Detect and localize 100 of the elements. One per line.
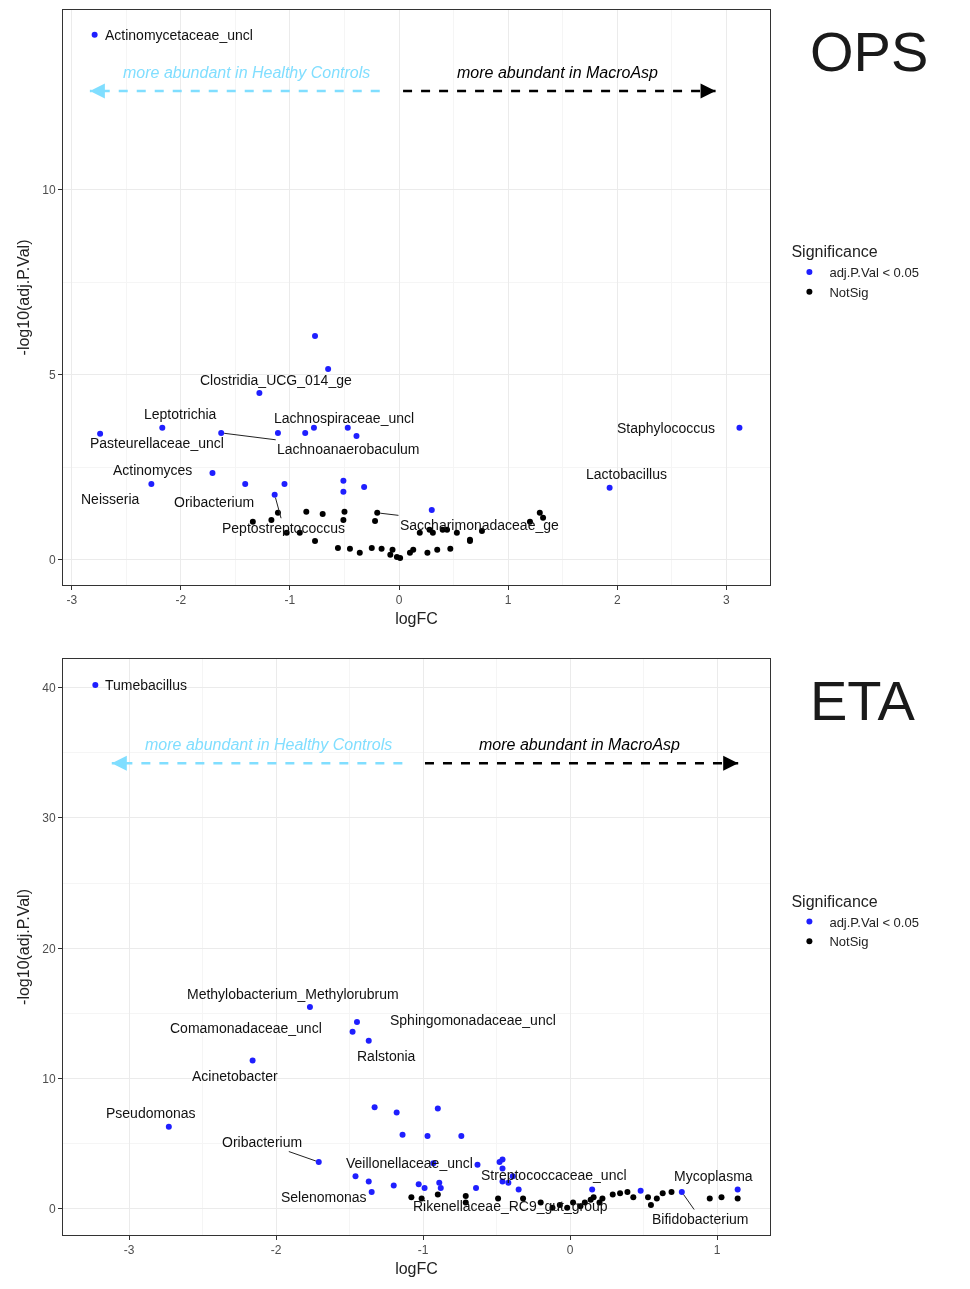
point: [424, 549, 431, 556]
annotation: Streptococcaceae_uncl: [481, 1167, 627, 1183]
point: [624, 1189, 631, 1195]
point: [736, 424, 743, 431]
point: [421, 1185, 428, 1192]
point: [474, 1161, 481, 1168]
annotation: Tumebacillus: [105, 677, 187, 693]
x-axis-title: logFC: [395, 610, 438, 628]
point: [415, 1181, 422, 1188]
text: OPS: [810, 20, 929, 83]
annotation: Comamonadaceae_uncl: [170, 1020, 322, 1036]
annotation: Sphingomonadaceae_uncl: [390, 1012, 556, 1028]
point: [340, 488, 347, 495]
annotation: Oribacterium: [222, 1134, 303, 1150]
point: [346, 545, 353, 552]
y-tick-label: 5: [48, 368, 56, 383]
point: [437, 1185, 444, 1192]
y-tick-label: 0: [48, 553, 56, 568]
annotation: more abundant in Healthy Controls: [123, 64, 371, 81]
point: [365, 1037, 372, 1044]
y-axis-title: -log10(adj.P.Val): [15, 889, 33, 1005]
point: [399, 1131, 406, 1138]
x-tick-label: -2: [175, 593, 187, 608]
point: [165, 1123, 172, 1130]
point: [374, 509, 381, 516]
point: [378, 545, 385, 552]
point: [678, 1189, 685, 1195]
point: [424, 1132, 431, 1139]
point: [617, 1190, 624, 1197]
annotation: more abundant in MacroAsp: [457, 64, 659, 81]
point: [606, 484, 613, 491]
point: [390, 1182, 397, 1189]
y-tick-label: 20: [42, 941, 56, 956]
annotation: more abundant in Healthy Controls: [145, 736, 393, 753]
point: [340, 516, 347, 523]
point: [434, 1191, 441, 1198]
point: [387, 551, 394, 558]
annotation: Saccharimonadaceae_ge: [400, 517, 559, 533]
y-tick-label: 10: [42, 183, 56, 198]
point: [268, 516, 275, 523]
point: [609, 1191, 616, 1198]
point: [637, 1187, 644, 1194]
x-tick-label: 1: [504, 593, 512, 608]
x-tick-label: 1: [713, 1243, 721, 1258]
point: [434, 1105, 441, 1112]
point: [274, 429, 281, 436]
y-tick-label: 10: [42, 1071, 56, 1086]
annotation: Ralstonia: [357, 1048, 416, 1064]
point: [91, 31, 98, 38]
annotation: Actinomycetaceae_uncl: [105, 27, 253, 43]
point: [334, 545, 341, 551]
x-tick-label: 2: [613, 593, 621, 608]
legend-label: adj.P.Val < 0.05: [829, 914, 919, 930]
point: [218, 429, 225, 436]
point: [271, 491, 278, 498]
y-tick-label: 0: [48, 1202, 56, 1217]
point: [473, 1185, 480, 1192]
annotation: Leptotrichia: [144, 406, 217, 422]
point: [371, 1104, 378, 1111]
point: [393, 553, 400, 560]
point: [302, 429, 309, 436]
point: [361, 483, 368, 490]
point: [368, 1189, 375, 1195]
point: [706, 1195, 713, 1202]
point: [368, 545, 375, 551]
annotation: Clostridia_UCG_014_ge: [200, 372, 352, 388]
point: [242, 480, 249, 487]
legend-label: NotSig: [829, 934, 869, 950]
x-tick-label: 3: [723, 593, 731, 608]
annotation: Staphylococcus: [617, 420, 716, 436]
x-tick-label: 0: [395, 593, 403, 608]
point: [389, 546, 396, 553]
point: [315, 1159, 322, 1166]
annotation: Acinetobacter: [192, 1068, 278, 1084]
x-axis-title: logFC: [395, 1260, 438, 1278]
point: [148, 480, 155, 487]
text: ETA: [810, 669, 916, 732]
point: [312, 537, 319, 544]
annotation: Neisseria: [81, 491, 140, 507]
point: [434, 546, 441, 553]
point: [734, 1195, 741, 1202]
point: [349, 1028, 356, 1035]
point: [281, 480, 288, 487]
annotation: Mycoplasma: [674, 1168, 753, 1184]
point: [589, 1186, 596, 1193]
annotation: Lachnospiraceae_uncl: [274, 410, 415, 426]
point: [408, 1194, 415, 1201]
point: [352, 1173, 359, 1180]
point: [340, 477, 347, 484]
point: [645, 1194, 651, 1201]
x-tick-label: -1: [284, 593, 296, 608]
point: [365, 1178, 372, 1185]
point: [458, 1132, 465, 1139]
point: [353, 1018, 360, 1025]
annotation: Lactobacillus: [586, 466, 667, 482]
legend-label: adj.P.Val < 0.05: [829, 265, 919, 281]
annotation: Veillonellaceae_uncl: [346, 1155, 473, 1171]
point: [325, 365, 332, 372]
x-tick-label: -3: [123, 1243, 135, 1258]
x-tick-label: -1: [417, 1243, 429, 1258]
